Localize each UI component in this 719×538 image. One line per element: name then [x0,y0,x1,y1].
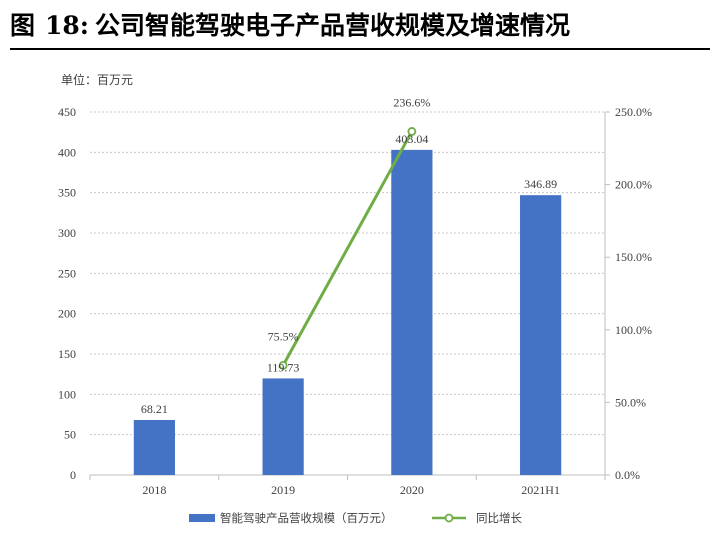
figure-title-text: 公司智能驾驶电子产品营收规模及增速情况 [95,11,571,40]
legend-bar-label: 智能驾驶产品营收规模（百万元） [220,511,393,525]
x-tick-label: 2021H1 [521,483,560,497]
legend-line-label: 同比增长 [476,511,522,525]
y-left-tick-label: 450 [58,105,76,119]
bar-2021H1 [520,195,562,475]
bar-2020 [391,149,433,475]
x-tick-label: 2018 [142,483,166,497]
bar-value-label: 403.04 [395,132,428,146]
line-series [278,127,417,370]
y-right-tick-label: 250.0% [615,105,652,119]
y-left-tick-label: 250 [58,266,76,280]
y-left-tick-label: 300 [58,226,76,240]
legend-bar-swatch [189,514,215,522]
figure-title-prefix: 图 [10,11,36,40]
bar-value-label: 346.89 [524,177,557,191]
y-left-tick-label: 100 [58,387,76,401]
title-rule [10,48,710,50]
y-left-tick-label: 200 [58,307,76,321]
y-right-tick-label: 0.0% [615,468,640,482]
gridlines [90,111,605,436]
figure-title: 图 18: 公司智能驾驶电子产品营收规模及增速情况 [10,6,710,46]
figure-title-number: 18: [45,11,90,40]
y-left-tick-label: 50 [64,428,76,442]
unit-label: 单位：百万元 [61,72,133,87]
growth-line [281,130,414,367]
growth-point-2019 [278,360,288,370]
x-tick-label: 2019 [271,483,295,497]
legend-line-marker [444,513,454,523]
y-left-tick-label: 350 [58,186,76,200]
y-left-tick-label: 150 [58,347,76,361]
x-tick-label: 2020 [400,483,424,497]
growth-value-label: 236.6% [393,95,430,109]
bar-2019 [262,378,304,475]
y-left-tick-label: 400 [58,145,76,159]
legend: 智能驾驶产品营收规模（百万元） 同比增长 [189,511,522,525]
y-right-tick-label: 50.0% [615,395,646,409]
y-right-tick-label: 100.0% [615,323,652,337]
y-left-tick-label: 0 [70,468,76,482]
y-right-tick-label: 150.0% [615,250,652,264]
data-labels: 68.21 119.73 403.04 346.89 75.5% 236.6% [141,95,557,416]
axes: 0 50 100 150 200 250 300 350 400 450 0.0% 50.0% 100.… [58,105,652,497]
y-right-tick-label: 200.0% [615,178,652,192]
growth-value-label: 75.5% [268,329,299,343]
bar-2018 [133,419,175,475]
bar-series [133,149,562,475]
growth-point-2020 [407,127,417,136]
bar-value-label: 119.73 [267,360,300,374]
bar-value-label: 68.21 [141,402,168,416]
